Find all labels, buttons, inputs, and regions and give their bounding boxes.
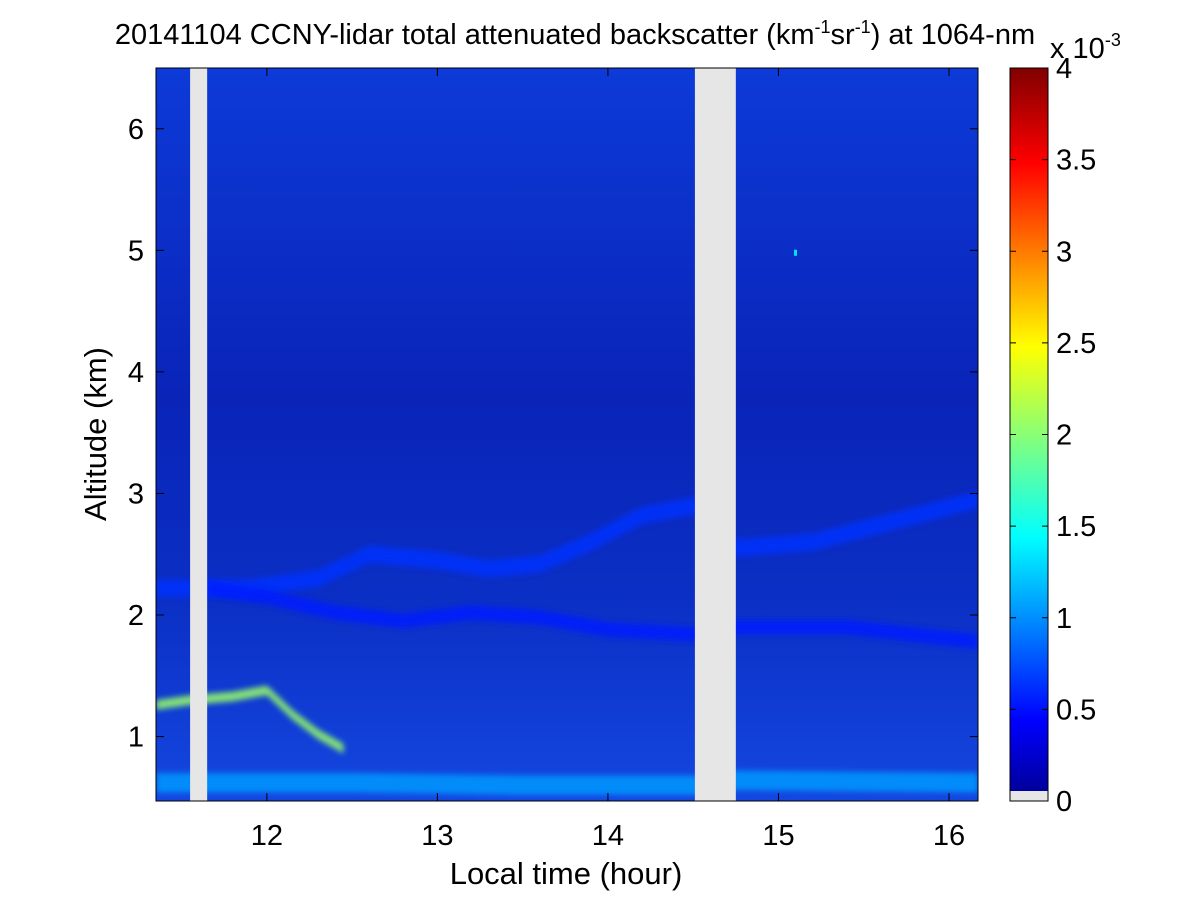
y-axis-label: Altitude (km) — [78, 347, 113, 521]
y-axis-ticks: 1 2 3 4 5 6 — [128, 114, 978, 754]
colorbar-tick-label-1: 0.5 — [1056, 694, 1096, 726]
colorbar-exponent-base: x 10 — [1050, 33, 1105, 65]
colorbar-tick-label-5: 2.5 — [1056, 328, 1096, 360]
colorbar-tick-label-7: 3.5 — [1056, 145, 1096, 177]
y-tick-label-2: 3 — [128, 478, 144, 510]
data-gap-0 — [190, 68, 208, 801]
isolated-points — [794, 249, 798, 256]
data-gap-1 — [694, 68, 736, 801]
y-tick-label-1: 2 — [128, 600, 144, 632]
colorbar-tick-label-6: 3 — [1056, 236, 1072, 268]
isolated-point-0 — [794, 249, 798, 256]
x-tick-label-0: 12 — [251, 820, 283, 852]
colorbar: 0 0.5 1 1.5 2 2.5 3 3.5 4 x 10-3 — [1009, 30, 1121, 818]
title-prefix: 20141104 CCNY-lidar total attenuated bac… — [115, 19, 815, 51]
colorbar-exponent-sup: -3 — [1105, 30, 1121, 50]
y-tick-label-5: 6 — [128, 114, 144, 146]
x-tick-label-4: 16 — [933, 820, 965, 852]
colorbar-exponent: x 10-3 — [1050, 30, 1121, 65]
colorbar-tick-label-4: 2 — [1056, 420, 1072, 452]
y-tick-label-0: 1 — [128, 722, 144, 754]
colorbar-gradient — [1009, 67, 1049, 802]
chart-title: 20141104 CCNY-lidar total attenuated bac… — [115, 17, 1035, 51]
x-tick-label-2: 14 — [592, 820, 624, 852]
title-suffix: ) at 1064-nm — [871, 19, 1035, 51]
title-sup-sr: -1 — [855, 17, 871, 37]
x-axis-label: Local time (hour) — [450, 856, 683, 891]
colorbar-ticks: 0 0.5 1 1.5 2 2.5 3 3.5 4 — [1010, 53, 1096, 818]
aerosol-layer-0 — [156, 491, 978, 597]
heatmap-background — [156, 68, 978, 801]
x-tick-label-1: 13 — [421, 820, 453, 852]
colorbar-nodata-swatch — [1010, 791, 1048, 801]
x-axis-ticks: 12 13 14 15 16 — [251, 68, 965, 852]
colorbar-tick-label-2: 1 — [1056, 603, 1072, 635]
y-tick-label-3: 4 — [128, 357, 144, 389]
data-gaps — [190, 68, 736, 801]
aerosol-layer-3 — [156, 770, 978, 795]
x-tick-label-3: 15 — [762, 820, 794, 852]
title-sr: sr — [831, 19, 856, 51]
colorbar-tick-label-3: 1.5 — [1056, 511, 1096, 543]
y-tick-label-4: 5 — [128, 235, 144, 267]
colorbar-tick-label-8: 4 — [1056, 53, 1072, 85]
plot-frame — [155, 67, 979, 802]
aerosol-layer-1 — [207, 580, 978, 650]
colorbar-tick-label-0: 0 — [1056, 786, 1072, 818]
title-sup-km: -1 — [815, 17, 831, 37]
